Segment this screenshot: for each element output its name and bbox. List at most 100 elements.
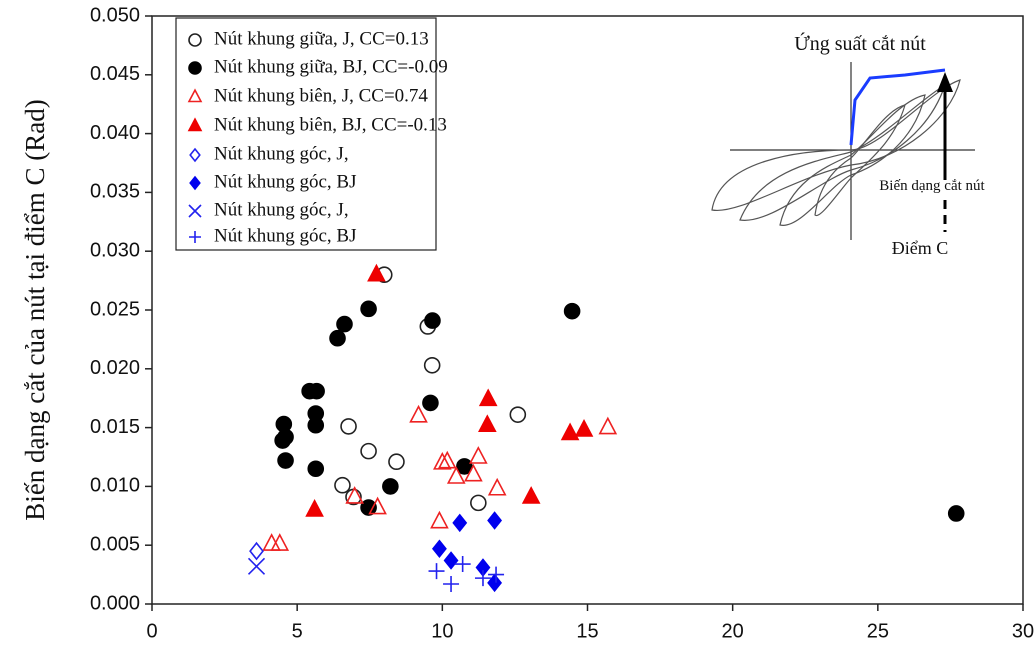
point xyxy=(560,422,580,441)
legend-marker xyxy=(187,117,203,132)
legend-marker xyxy=(189,147,201,163)
inset-loop xyxy=(711,79,961,211)
x-tick-label: 0 xyxy=(146,620,157,642)
point xyxy=(487,511,503,530)
y-tick-label: 0.035 xyxy=(90,181,140,203)
inset-loop xyxy=(779,94,926,226)
point xyxy=(423,356,441,374)
point xyxy=(334,476,351,494)
annotation: Biến dạng cắt nút xyxy=(879,178,985,194)
point xyxy=(469,446,488,464)
point xyxy=(478,414,497,433)
point xyxy=(433,451,452,470)
point xyxy=(270,533,290,551)
point xyxy=(340,418,357,435)
point xyxy=(509,406,527,423)
point xyxy=(247,557,266,575)
x-tick-label: 30 xyxy=(1012,620,1034,642)
point xyxy=(574,419,594,437)
point xyxy=(336,315,353,333)
y-tick-label: 0.040 xyxy=(90,122,140,144)
point xyxy=(443,576,460,593)
point xyxy=(382,478,399,495)
point xyxy=(487,573,503,593)
inset-loop xyxy=(739,83,947,221)
legend-marker xyxy=(187,88,203,103)
y-tick-label: 0.010 xyxy=(90,475,140,497)
point xyxy=(249,541,264,561)
point xyxy=(307,460,325,478)
x-tick-label: 25 xyxy=(867,620,889,642)
annotation: Điểm C xyxy=(892,238,949,258)
point xyxy=(947,505,965,522)
point xyxy=(422,394,439,412)
legend-marker xyxy=(189,175,201,191)
y-tick-label: 0.005 xyxy=(90,533,140,555)
inset-arrowhead xyxy=(937,72,953,92)
point xyxy=(432,539,447,559)
y-tick-label: 0.015 xyxy=(90,416,140,438)
point xyxy=(521,486,541,504)
point xyxy=(424,312,441,329)
x-tick-label: 15 xyxy=(576,620,598,642)
point xyxy=(277,452,294,469)
point xyxy=(464,463,483,482)
point xyxy=(428,563,445,580)
point xyxy=(443,551,459,570)
legend-label: Nút khung biên, J, CC=0.74 xyxy=(214,85,428,106)
y-tick-label: 0.030 xyxy=(90,239,140,261)
y-tick-label: 0.000 xyxy=(90,592,140,614)
point xyxy=(308,382,325,400)
legend-label: Nút khung góc, BJ xyxy=(214,171,357,192)
inset-backbone xyxy=(849,68,946,146)
legend-label: Nút khung giữa, BJ, CC=-0.09 xyxy=(214,56,448,77)
legend-marker xyxy=(188,33,202,47)
legend-label: Nút khung giữa, J, CC=0.13 xyxy=(214,28,429,49)
point xyxy=(305,499,324,517)
legend-marker xyxy=(189,231,201,243)
point xyxy=(470,494,487,512)
y-tick-label: 0.050 xyxy=(90,4,140,26)
point xyxy=(563,302,581,320)
legend-label: Nút khung góc, BJ xyxy=(214,225,357,246)
legend-marker xyxy=(188,204,202,218)
point xyxy=(262,533,281,551)
point xyxy=(437,450,457,469)
point xyxy=(452,513,468,533)
point xyxy=(488,566,505,583)
point xyxy=(360,499,377,516)
point xyxy=(409,404,428,423)
point xyxy=(430,510,449,529)
legend-box xyxy=(175,17,437,251)
point xyxy=(274,432,291,449)
point xyxy=(474,570,491,587)
legend-marker xyxy=(188,61,202,75)
y-axis-label: Biến dạng cắt của nút tại điểm C (Rad) xyxy=(20,99,50,520)
point xyxy=(478,388,498,407)
point xyxy=(345,486,364,504)
legend-label: Nút khung góc, J, xyxy=(214,199,349,220)
y-tick-label: 0.045 xyxy=(90,63,140,85)
point xyxy=(454,556,471,573)
inset: Ứng suất cắt nút Biến dạng cắt nút Điểm … xyxy=(711,31,986,258)
point xyxy=(360,442,377,460)
point xyxy=(360,300,377,318)
x-tick-label: 20 xyxy=(722,620,744,642)
point xyxy=(329,329,346,347)
inset-loop xyxy=(814,104,906,216)
x-tick-label: 5 xyxy=(292,620,303,642)
point xyxy=(456,458,473,475)
y-tick-label: 0.025 xyxy=(90,298,140,320)
point xyxy=(307,416,325,434)
y-tick-label: 0.020 xyxy=(90,357,140,379)
point xyxy=(598,416,618,435)
point xyxy=(367,263,386,282)
annotation: Ứng suất cắt nút xyxy=(794,31,926,55)
x-tick-label: 10 xyxy=(431,620,453,642)
point xyxy=(368,496,387,515)
legend-label: Nút khung biên, BJ, CC=-0.13 xyxy=(214,114,447,135)
legend-label: Nút khung góc, J, xyxy=(214,143,349,164)
point xyxy=(446,466,466,484)
